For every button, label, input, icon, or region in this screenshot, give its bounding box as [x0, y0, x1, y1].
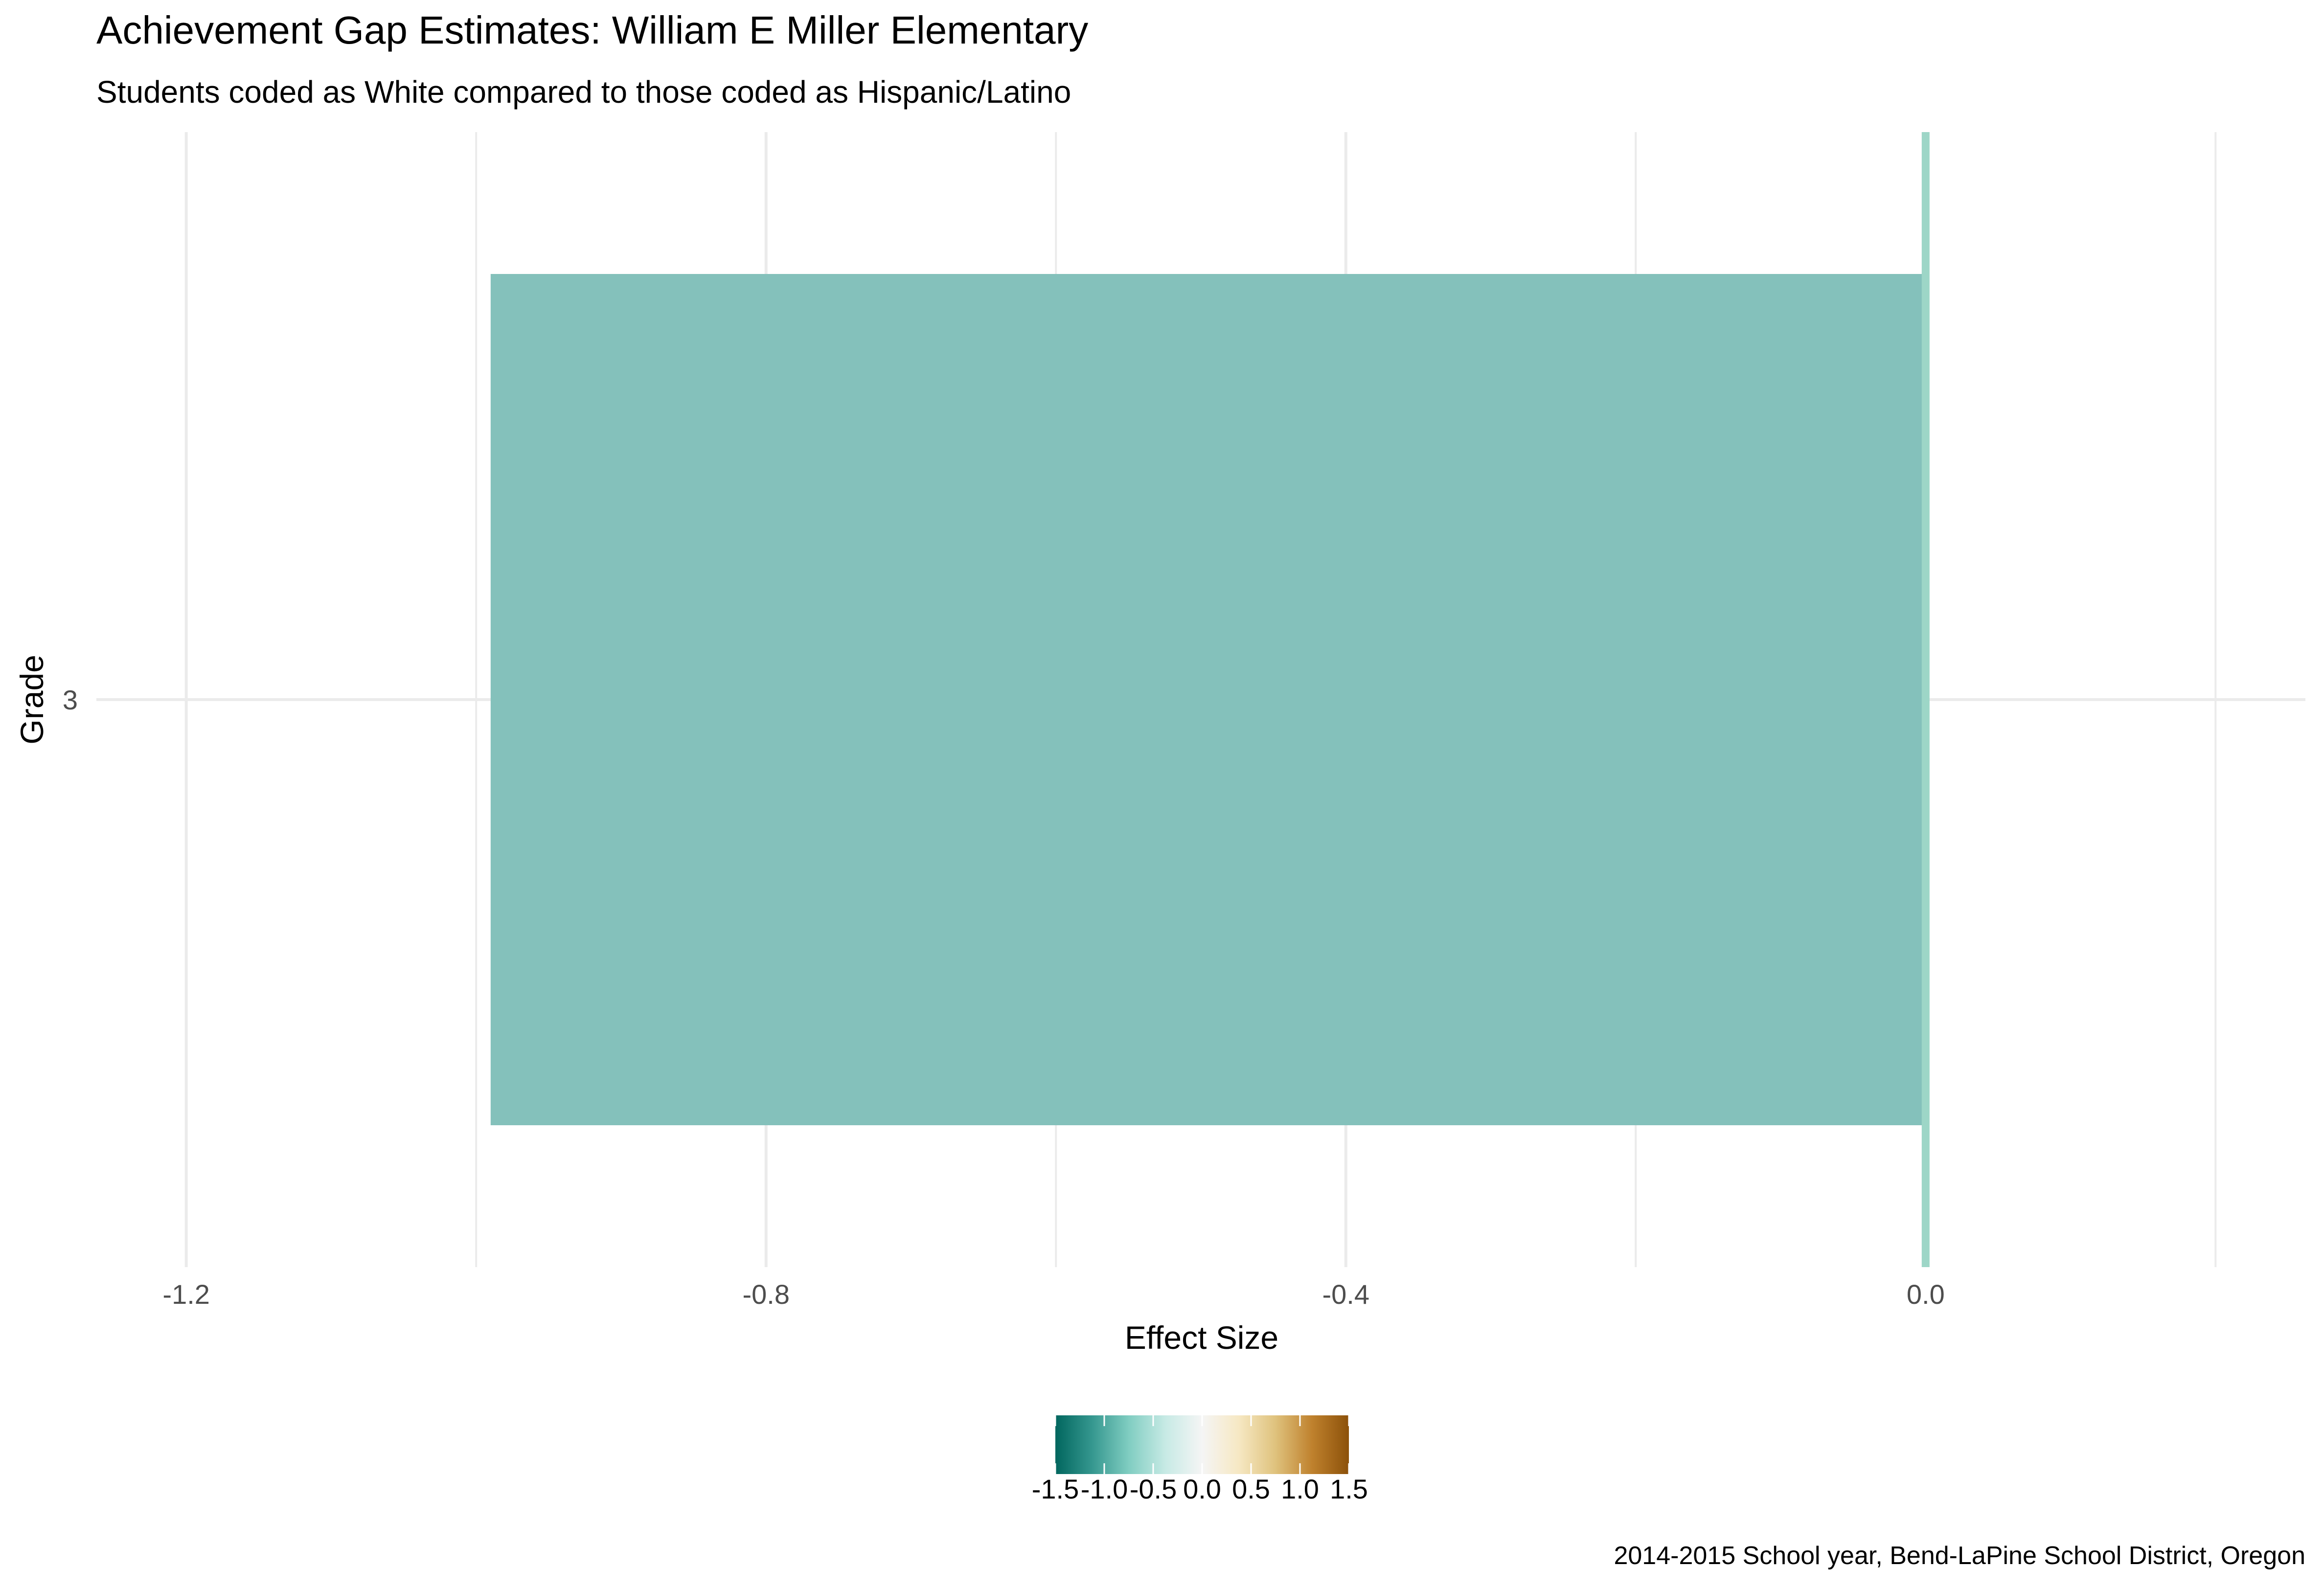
- colorbar-tick-label: -1.5: [1032, 1474, 1079, 1504]
- chart-subtitle: Students coded as White compared to thos…: [96, 74, 1071, 110]
- colorbar-tick-label: -0.5: [1130, 1474, 1177, 1504]
- colorbar-tick-label: 1.5: [1330, 1474, 1368, 1504]
- axis-layer: 3 -1.2 -0.8 -0.4 0.0: [63, 684, 1945, 1310]
- legend-colorbar: -1.5 -1.0 -0.5 0.0 0.5 1.0 1.5: [1032, 1415, 1368, 1504]
- x-tick-label: -0.8: [742, 1279, 790, 1310]
- x-axis-title: Effect Size: [1125, 1319, 1278, 1356]
- chart-title: Achievement Gap Estimates: William E Mil…: [96, 8, 1088, 52]
- bar-grade-3: [490, 274, 1926, 1125]
- x-tick-label: 0.0: [1907, 1279, 1945, 1310]
- y-tick-label: 3: [63, 684, 78, 715]
- chart-caption: 2014-2015 School year, Bend-LaPine Schoo…: [1614, 1542, 2305, 1570]
- colorbar-tick-label: 0.5: [1232, 1474, 1270, 1504]
- bar-layer: [490, 132, 1930, 1267]
- colorbar-tick-label: 0.0: [1183, 1474, 1221, 1504]
- colorbar-tick-label: -1.0: [1081, 1474, 1128, 1504]
- x-tick-label: -0.4: [1322, 1279, 1370, 1310]
- y-axis-title: Grade: [14, 655, 50, 744]
- x-tick-label: -1.2: [162, 1279, 210, 1310]
- colorbar-tick-label: 1.0: [1281, 1474, 1319, 1504]
